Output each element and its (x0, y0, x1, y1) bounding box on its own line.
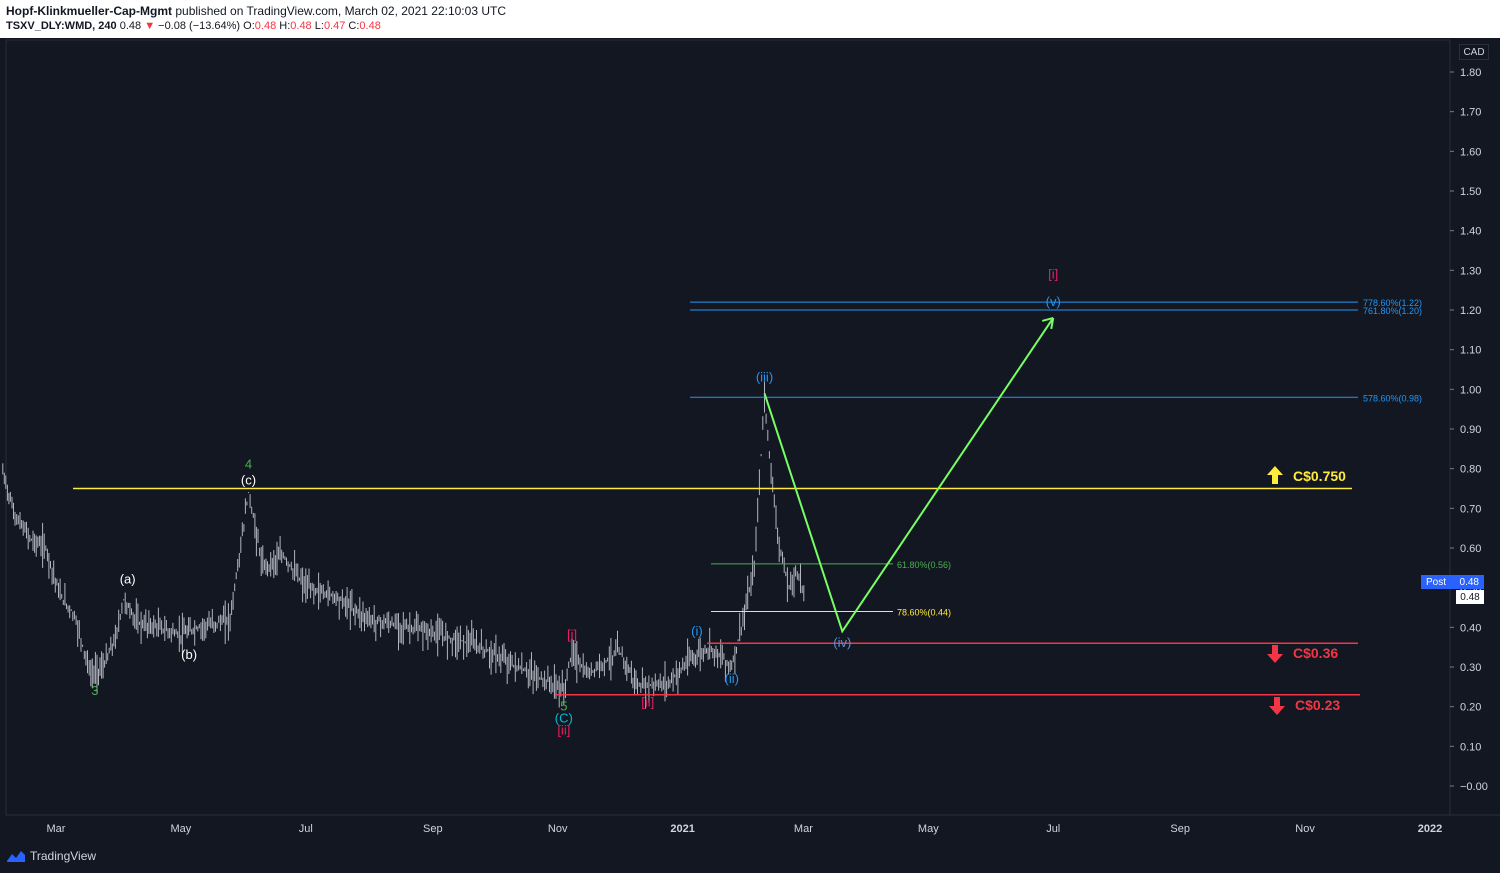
projection-path (763, 317, 1055, 634)
plot-area (5, 39, 1451, 816)
wave-label: 5 (560, 699, 567, 714)
wave-label: (iii) (756, 369, 773, 384)
x-tick-label: Mar (794, 823, 813, 835)
last-price-badge: 0.48 (1456, 590, 1484, 604)
chart-header: Hopf-Klinkmueller-Cap-Mgmt published on … (0, 0, 1500, 38)
footer (0, 842, 1500, 873)
fib-label: 761.80%(1.20) (1363, 306, 1422, 316)
y-tick-label: 1.20 (1460, 305, 1481, 317)
y-tick-label: 1.80 (1460, 67, 1481, 79)
fib-label: 61.80%(0.56) (897, 560, 951, 570)
y-tick-label: 0.10 (1460, 741, 1481, 753)
y-tick-label: 0.30 (1460, 662, 1481, 674)
y-tick-label: 0.80 (1460, 464, 1481, 476)
fib-label: 778.60%(1.22) (1363, 298, 1422, 308)
x-tick-label: Mar (47, 823, 66, 835)
close-value: 0.48 (359, 20, 381, 32)
wave-label: 3 (91, 683, 98, 698)
open-label: O: (243, 20, 255, 32)
wave-label: (iv) (833, 635, 851, 650)
low-value: 0.47 (323, 20, 346, 32)
publication-line: Hopf-Klinkmueller-Cap-Mgmt published on … (6, 4, 506, 18)
post-value: 0.48 (1459, 576, 1479, 588)
y-tick-label: 1.10 (1460, 345, 1481, 357)
tradingview-icon (7, 851, 25, 862)
high-label: H: (279, 20, 291, 32)
x-tick-label: May (918, 823, 939, 835)
symbol-label[interactable]: TSXV_DLY:WMD, 240 (6, 20, 117, 32)
y-tick-label: 0.20 (1460, 702, 1481, 714)
y-tick-label: 1.40 (1460, 226, 1481, 238)
x-tick-label: Nov (548, 823, 568, 835)
arrow-down-icon (1267, 645, 1283, 663)
y-tick-label: 1.30 (1460, 265, 1481, 277)
currency-badge[interactable]: CAD (1459, 44, 1489, 60)
wave-label: [ii] (557, 722, 570, 737)
wave-label: (a) (120, 572, 136, 587)
published-info: published on TradingView.com, March 02, … (175, 4, 506, 18)
y-tick-label: 0.60 (1460, 543, 1481, 555)
wave-label: (c) (241, 473, 256, 488)
y-tick-label: 1.00 (1460, 384, 1481, 396)
x-tick-label: Jul (299, 823, 313, 835)
x-tick-label: May (171, 823, 192, 835)
brand-name: TradingView (30, 849, 97, 863)
y-tick-label: 0.40 (1460, 622, 1481, 634)
x-tick-label: Jul (1046, 823, 1060, 835)
author-name[interactable]: Hopf-Klinkmueller-Cap-Mgmt (6, 4, 172, 18)
level-label: C$0.750 (1293, 468, 1346, 484)
fib-label: 578.60%(0.98) (1363, 393, 1422, 403)
x-tick-label: Nov (1295, 823, 1315, 835)
tradingview-logo[interactable]: TradingView (6, 849, 96, 863)
y-tick-label: 0.70 (1460, 503, 1481, 515)
x-tick-label: 2021 (670, 823, 694, 835)
x-tick-label: 2022 (1418, 823, 1442, 835)
projection-arrowhead-icon (1041, 316, 1055, 330)
post-label: Post (1426, 576, 1447, 588)
arrow-up-icon (1267, 466, 1283, 484)
wave-label: (b) (181, 647, 197, 662)
ohlc-line: TSXV_DLY:WMD, 240 0.48 ▼ −0.08 (−13.64%)… (6, 20, 381, 32)
close-label: C: (348, 20, 360, 32)
wave-label: [i] (567, 627, 577, 642)
high-value: 0.48 (290, 20, 312, 32)
fib-label: 78.60%(0.44) (897, 607, 951, 617)
y-tick-label: 1.60 (1460, 146, 1481, 158)
arrow-down-icon (1269, 697, 1285, 715)
wave-label: [i] (1048, 266, 1058, 281)
wave-label: 4 (245, 457, 252, 472)
y-tick-label: 1.70 (1460, 107, 1481, 119)
y-tick-label: 0.90 (1460, 424, 1481, 436)
y-tick-label: −0.00 (1460, 781, 1488, 793)
low-label: L: (314, 20, 324, 32)
level-label: C$0.36 (1293, 645, 1338, 661)
level-label: C$0.23 (1295, 697, 1340, 713)
last-price: 0.48 (119, 20, 142, 32)
wave-label: (v) (1046, 294, 1061, 309)
wave-label: (C) (555, 711, 573, 726)
wave-label: (ii) (725, 671, 739, 686)
price-change: −0.08 (−13.64%) (158, 20, 241, 32)
wave-label: (i) (691, 623, 703, 638)
y-tick-label: 1.50 (1460, 186, 1481, 198)
wave-label: [ii] (641, 695, 654, 710)
price-chart[interactable]: 1.80 1.70 1.60 1.50 1.40 1.30 1.20 1.10 1.00 0.90… (0, 38, 1500, 842)
x-tick-label: Sep (1170, 823, 1190, 835)
post-price-badge: Post 0.48 (1421, 575, 1484, 589)
open-value: 0.48 (254, 20, 277, 32)
x-tick-label: Sep (423, 823, 443, 835)
down-arrow-icon: ▼ (144, 20, 156, 32)
